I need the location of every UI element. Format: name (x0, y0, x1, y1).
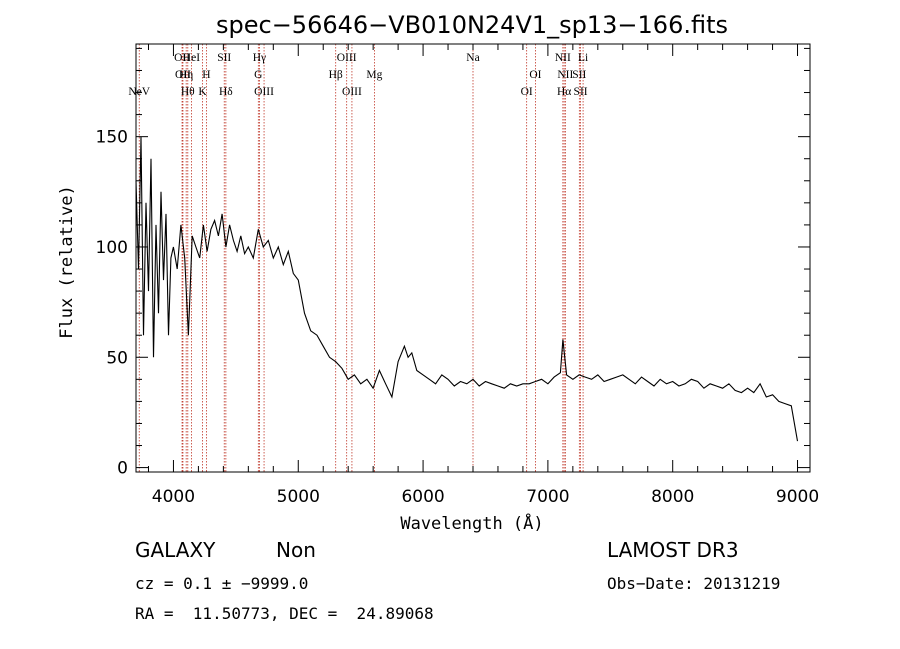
spectral-line-label: NII (555, 52, 571, 64)
spectral-line-label: Hθ (181, 86, 195, 98)
spectral-line-label: Hη (179, 69, 193, 81)
x-tick-label: 9000 (776, 487, 819, 507)
spectral-line-label: Hδ (219, 86, 233, 98)
classification-label: GALAXY (135, 538, 216, 562)
subclass-label: Non (276, 538, 316, 562)
spectral-line-label: Hγ (253, 52, 266, 64)
spectral-line-label: SII (217, 52, 231, 64)
spectral-line-label: NII (557, 69, 573, 81)
spectral-line-labels: NeVOIIOIIHηHθHeIKHSIIHδHγGOIIIOIIIHβOIII… (128, 52, 588, 98)
spectral-line-label: Hβ (329, 69, 343, 81)
spectral-line-label: OI (529, 69, 541, 81)
x-tick-label: 8000 (651, 487, 694, 507)
spectral-line-label: Li (578, 52, 588, 64)
coordinates-text: RA = 11.50773, DEC = 24.89068 (135, 604, 434, 623)
y-tick-label: 0 (117, 459, 128, 479)
y-tick-label: 100 (96, 238, 128, 258)
spectral-line-label: NeV (128, 86, 150, 98)
y-tick-label: 150 (96, 128, 128, 148)
spectral-line-label: Hα (557, 86, 571, 98)
chart-title: spec−56646−VB010N24V1_sp13−166.fits (216, 11, 728, 39)
spectral-line-label: G (254, 69, 262, 81)
spectral-line-label: Na (466, 52, 479, 64)
spectral-line-label: Mg (366, 69, 382, 81)
axis-ticks (136, 44, 810, 472)
redshift-text: cz = 0.1 ± −9999.0 (135, 574, 309, 593)
spectral-line-label: OIII (254, 86, 274, 98)
x-tick-label: 4000 (152, 487, 195, 507)
spectral-line-markers (138, 44, 584, 472)
spectral-line-label: OIII (342, 86, 362, 98)
x-tick-label: 7000 (526, 487, 569, 507)
spectral-line-label: OI (521, 86, 533, 98)
x-axis-label: Wavelength (Å) (400, 512, 543, 534)
spectral-line-label: SII (574, 86, 588, 98)
x-tick-label: 5000 (277, 487, 320, 507)
x-tick-label: 6000 (401, 487, 444, 507)
axis-tick-labels: 4000 5000 6000 7000 8000 9000 0 50 100 150 (96, 128, 820, 507)
obs-date-text: Obs−Date: 20131219 (607, 574, 781, 593)
y-tick-label: 50 (106, 348, 128, 368)
y-axis-label: Flux (relative) (57, 185, 77, 339)
spectrum-series-line (135, 136, 799, 442)
spectral-line-label: H (202, 69, 210, 81)
spectral-line-label: HeI (183, 52, 200, 64)
spectral-line-label: SII (572, 69, 586, 81)
survey-label: LAMOST DR3 (607, 538, 739, 562)
spectral-line-label: OII (174, 52, 190, 64)
spectral-line-label: OII (175, 69, 191, 81)
spectral-line-label: K (198, 86, 207, 98)
spectral-line-label: OIII (337, 52, 357, 64)
